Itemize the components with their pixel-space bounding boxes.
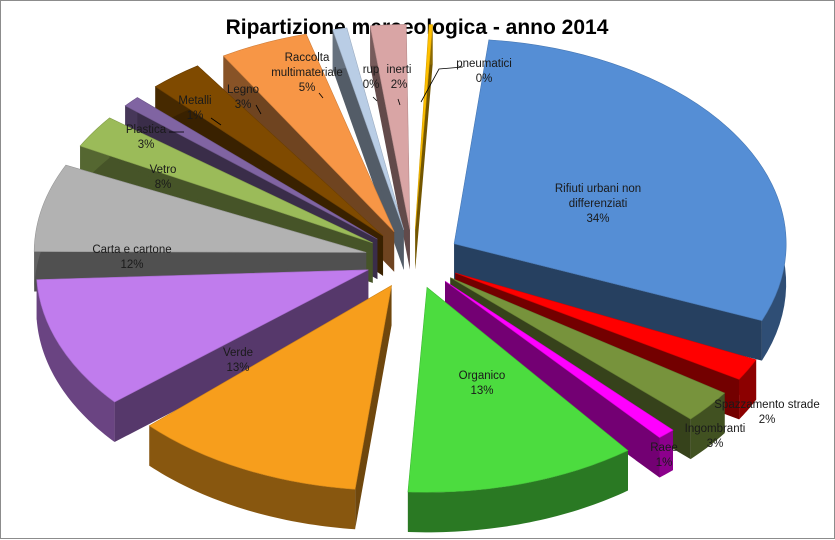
pie-slice-rim (36, 279, 115, 443)
leader-line (210, 117, 222, 126)
pie-slice-rim (149, 425, 356, 530)
data-label: Plastica 3% (126, 124, 167, 151)
data-label: Raee 1% (650, 442, 678, 469)
leader-lines (169, 66, 464, 133)
data-label: rup 0% (363, 64, 380, 91)
pie-slice-side (355, 285, 392, 530)
leader-line (318, 92, 324, 99)
data-labels: Rifiuti urbani non differenziati 34% Spazza… (92, 52, 819, 469)
data-label: Raccolta multimateriale 5% (271, 52, 343, 94)
data-label: Rifiuti urbani non differenziati 34% (555, 183, 641, 225)
chart-title: Ripartizione merceologica - anno 2014 (226, 16, 609, 39)
pie-slice-raee (444, 280, 674, 438)
pie-slice-side (114, 269, 369, 443)
pie-slice-side (332, 29, 404, 270)
leader-line (255, 104, 262, 115)
data-label: Spazzamento strade 2% (714, 399, 819, 426)
pie-slice-carta-e-cartone (36, 269, 369, 403)
data-label: Metalli 1% (178, 95, 211, 122)
pie-tops (33, 24, 787, 493)
pie-slice-ingombranti (450, 277, 726, 420)
pie-slice-vetro (33, 164, 367, 253)
data-label: Legno 3% (227, 84, 259, 111)
data-label: Vetro 8% (150, 164, 177, 191)
pie-slice-rifiuti-urbani-non-differenziati (453, 39, 787, 322)
pie-slice-side (454, 243, 762, 361)
pie-slice-plastica (79, 117, 373, 244)
data-label: inerti 2% (387, 64, 412, 91)
pie-slice-metalli (124, 97, 378, 240)
data-label: Organico 13% (459, 370, 506, 397)
pie-slice-rim (690, 393, 725, 460)
pie-slice-rup (332, 27, 405, 231)
pie-slice-organico (407, 286, 629, 493)
pie-slice-rim (407, 450, 628, 533)
pie-slice-legno (154, 65, 384, 237)
pie-slice-spazzamento-strade (455, 272, 757, 380)
leader-line (420, 66, 464, 103)
pie-slice-inerti (369, 24, 411, 230)
pie-slice-rim (659, 430, 673, 478)
pie-slice-raccolta-multimateriale (222, 33, 395, 232)
pie-slice-side (415, 24, 433, 270)
leader-line (372, 96, 378, 102)
pie-slice-rim (739, 359, 757, 420)
leader-line (397, 98, 401, 106)
data-label: Carta e cartone 12% (92, 244, 171, 271)
pie-slice-verde (148, 284, 392, 490)
pie-slice-pneumatici (414, 24, 433, 230)
pie-slice-side (370, 25, 410, 270)
pie-slice-side (444, 281, 660, 478)
data-label: Ingombranti 3% (685, 423, 746, 450)
data-label: pneumatici 0% (456, 58, 512, 85)
data-label: Verde 13% (223, 347, 253, 374)
